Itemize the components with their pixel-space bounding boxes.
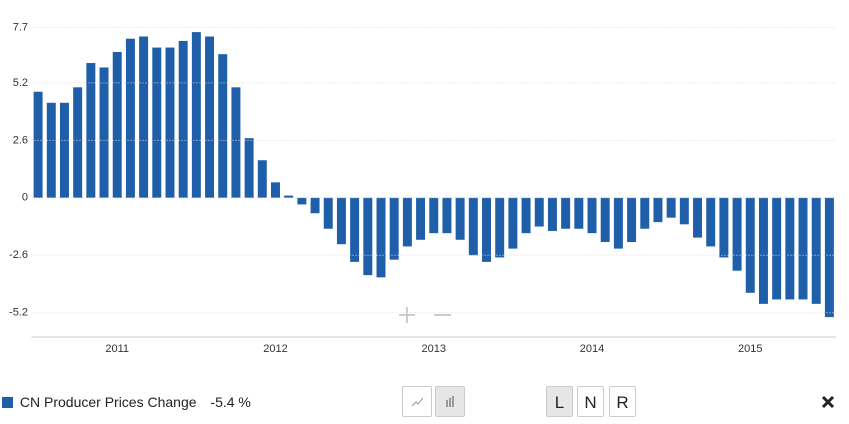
- close-button[interactable]: [821, 395, 835, 409]
- bar: [310, 197, 320, 214]
- bar: [811, 197, 821, 304]
- bar: [653, 197, 663, 223]
- bar: [257, 160, 267, 198]
- bar: [59, 102, 69, 198]
- bar: [363, 197, 373, 276]
- legend: CN Producer Prices Change -5.4 %: [2, 394, 251, 410]
- bar: [587, 197, 597, 234]
- bar: [99, 67, 109, 198]
- bar: [33, 91, 43, 198]
- line-icon: [411, 397, 424, 407]
- y-tick-label: 2.6: [13, 134, 28, 146]
- x-tick-label: 2011: [105, 343, 129, 355]
- bar: [205, 36, 215, 198]
- bar: [218, 54, 228, 198]
- y-tick-label: -5.2: [9, 307, 28, 319]
- y-tick-label: -2.6: [9, 249, 28, 261]
- bar: [772, 197, 782, 300]
- bar: [468, 197, 478, 256]
- bar: [521, 197, 531, 234]
- y-tick-label: 5.2: [13, 77, 28, 89]
- bar: [627, 197, 637, 242]
- zoom-controls[interactable]: [399, 307, 451, 323]
- bar: [152, 47, 162, 198]
- bar: [244, 138, 254, 198]
- bar: [561, 197, 571, 229]
- bar: [323, 197, 333, 229]
- bar-icon: [446, 396, 454, 407]
- bar: [758, 197, 768, 304]
- bar: [178, 40, 188, 198]
- bar: [125, 38, 135, 198]
- bar: [798, 197, 808, 300]
- bar: [191, 32, 201, 198]
- y-tick-label: 0: [22, 192, 28, 204]
- bar: [534, 197, 544, 227]
- bar: [613, 197, 623, 249]
- bar: [416, 197, 426, 240]
- bar: [745, 197, 755, 293]
- bar: [732, 197, 742, 271]
- bar: [640, 197, 650, 229]
- bar: [271, 182, 280, 198]
- scale-button[interactable]: R: [609, 386, 636, 417]
- bar: [693, 197, 703, 238]
- bar: [482, 197, 491, 262]
- bar: [495, 197, 505, 258]
- bar: [336, 197, 346, 245]
- bar: [231, 87, 241, 198]
- bar: [86, 63, 96, 198]
- bar: [508, 197, 518, 249]
- bar: [350, 197, 360, 262]
- bar: [785, 197, 795, 300]
- bar: [429, 197, 439, 234]
- bar: [284, 195, 294, 198]
- bar: [402, 197, 412, 247]
- latest-value: -5.4 %: [210, 394, 251, 410]
- x-tick-label: 2015: [738, 343, 762, 355]
- bar: [574, 197, 584, 229]
- bar: [442, 197, 452, 234]
- line-chart-button[interactable]: [402, 386, 432, 417]
- bar: [139, 36, 149, 198]
- bar: [666, 197, 676, 218]
- chart: 7.7 5.2 2.6 0 -2.6 -5.2 2011 2012 2013 2014 2015: [9, 22, 836, 355]
- scale-button[interactable]: L: [546, 386, 573, 417]
- bar: [165, 47, 175, 198]
- y-tick-label: 7.7: [13, 22, 28, 34]
- scale-button[interactable]: N: [577, 386, 604, 417]
- legend-label: CN Producer Prices Change: [19, 394, 197, 410]
- bar-chart-button[interactable]: [435, 386, 465, 417]
- bar: [679, 197, 689, 225]
- bar: [376, 197, 386, 278]
- bar: [112, 51, 122, 198]
- x-tick-label: 2014: [580, 343, 604, 355]
- x-tick-label: 2012: [263, 343, 287, 355]
- bar: [73, 87, 83, 198]
- legend-swatch: [2, 397, 13, 408]
- bar: [455, 197, 465, 240]
- bar: [824, 197, 834, 318]
- bar: [547, 197, 557, 231]
- bar: [297, 197, 307, 205]
- bar: [706, 197, 716, 247]
- bar: [600, 197, 610, 242]
- bar: [389, 197, 399, 260]
- bar: [46, 102, 56, 198]
- x-tick-label: 2013: [422, 343, 446, 355]
- bar: [719, 197, 729, 258]
